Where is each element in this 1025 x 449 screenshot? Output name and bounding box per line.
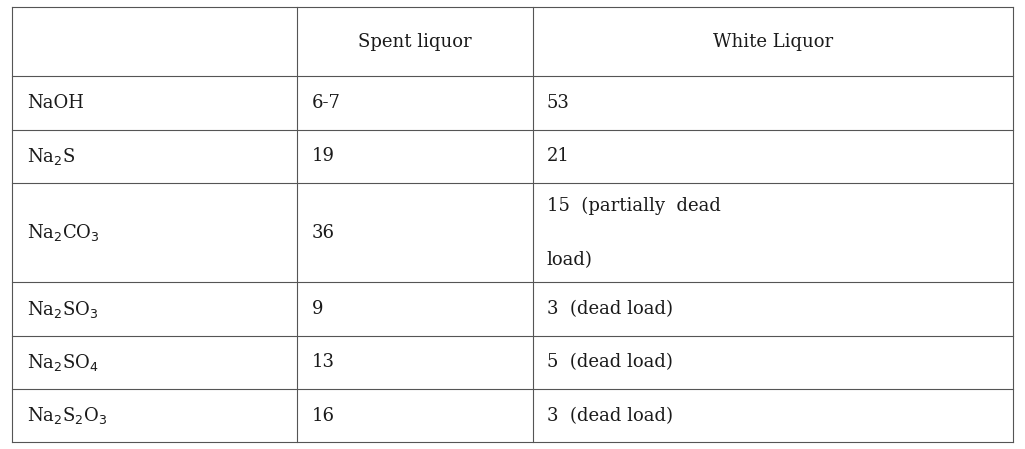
Text: Na$_2$SO$_4$: Na$_2$SO$_4$ xyxy=(27,352,98,373)
Text: Na$_2$SO$_3$: Na$_2$SO$_3$ xyxy=(27,299,98,320)
Text: 53: 53 xyxy=(547,94,570,112)
Text: Na$_2$CO$_3$: Na$_2$CO$_3$ xyxy=(27,222,99,243)
Text: 15  (partially  dead: 15 (partially dead xyxy=(547,197,721,215)
Text: 16: 16 xyxy=(312,407,335,425)
Text: 36: 36 xyxy=(312,224,335,242)
Text: 6-7: 6-7 xyxy=(312,94,340,112)
Text: 3  (dead load): 3 (dead load) xyxy=(547,407,672,425)
Text: Spent liquor: Spent liquor xyxy=(358,33,472,51)
Text: White Liquor: White Liquor xyxy=(712,33,832,51)
Text: Na$_2$S$_2$O$_3$: Na$_2$S$_2$O$_3$ xyxy=(27,405,107,426)
Text: Na$_2$S: Na$_2$S xyxy=(27,146,75,167)
Text: NaOH: NaOH xyxy=(27,94,83,112)
Text: 9: 9 xyxy=(312,300,323,318)
Text: load): load) xyxy=(547,251,592,269)
Text: 5  (dead load): 5 (dead load) xyxy=(547,353,672,371)
Text: 13: 13 xyxy=(312,353,335,371)
Text: 19: 19 xyxy=(312,147,335,165)
Text: 3  (dead load): 3 (dead load) xyxy=(547,300,672,318)
Text: 21: 21 xyxy=(547,147,570,165)
